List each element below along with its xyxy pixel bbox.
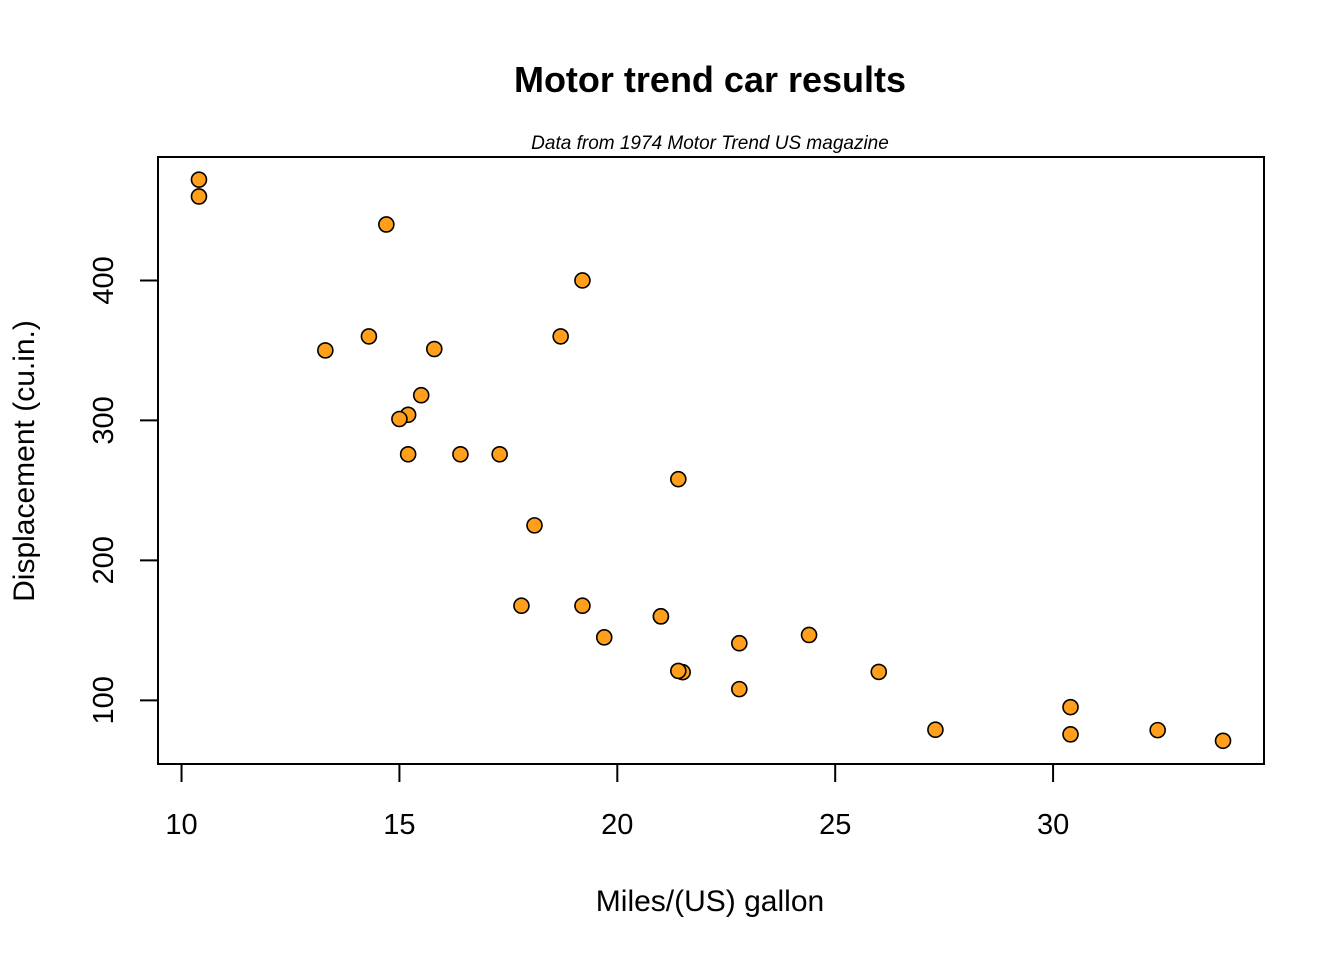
data-point (190, 171, 208, 188)
data-point (870, 663, 888, 681)
data-point (412, 386, 430, 404)
data-point (927, 721, 944, 739)
data-point (526, 517, 543, 534)
chart-title: Motor trend car results (514, 59, 906, 100)
data-point (425, 340, 443, 358)
x-tick-label: 30 (1037, 809, 1069, 841)
data-point (491, 445, 508, 463)
data-point (1062, 726, 1079, 743)
data-point (574, 597, 591, 615)
y-tick-label: 200 (88, 536, 120, 584)
data-point (513, 597, 530, 615)
data-point (552, 328, 569, 345)
x-tick-label: 15 (383, 809, 415, 841)
data-point (1149, 721, 1166, 739)
x-tick-label: 25 (819, 809, 851, 841)
data-point (1214, 732, 1232, 750)
data-point (360, 328, 378, 345)
y-tick-label: 400 (88, 256, 120, 304)
data-point (317, 342, 334, 359)
data-point (800, 626, 818, 644)
data-point (399, 445, 417, 463)
data-points (190, 171, 1232, 750)
y-tick-label: 300 (88, 396, 120, 444)
data-point (190, 188, 208, 205)
plot-frame (157, 156, 1265, 765)
x-tick-label: 20 (601, 809, 633, 841)
y-tick-label: 100 (88, 676, 120, 724)
y-axis-label: Displacement (cu.in.) (8, 320, 41, 602)
data-point (595, 629, 613, 646)
data-point (378, 216, 395, 233)
data-point (391, 410, 408, 428)
data-point (574, 272, 591, 289)
data-point (670, 662, 687, 680)
data-point (731, 680, 748, 698)
data-point (670, 470, 687, 488)
x-tick-label: 10 (165, 809, 197, 841)
x-axis-ticks: 10 15 20 25 30 (165, 764, 1069, 841)
data-point (1062, 698, 1079, 716)
chart-subtitle: Data from 1974 Motor Trend US magazine (531, 133, 889, 154)
data-point (452, 445, 469, 463)
data-point (731, 634, 748, 652)
data-point (652, 608, 670, 625)
x-axis-label: Miles/(US) gallon (596, 885, 824, 918)
y-axis-ticks: 100 200 300 400 (88, 256, 158, 725)
